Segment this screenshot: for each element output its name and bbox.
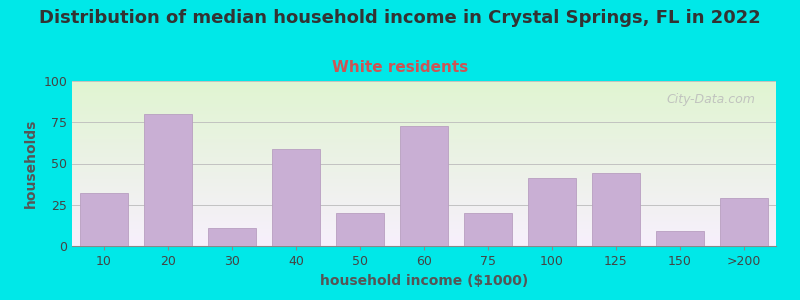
Bar bbox=[656, 231, 704, 246]
Bar bbox=[528, 178, 576, 246]
Bar bbox=[464, 213, 512, 246]
Bar bbox=[592, 173, 640, 246]
Bar bbox=[80, 193, 128, 246]
Bar bbox=[272, 148, 320, 246]
X-axis label: household income ($1000): household income ($1000) bbox=[320, 274, 528, 288]
Bar bbox=[336, 213, 384, 246]
Bar bbox=[208, 228, 256, 246]
Text: White residents: White residents bbox=[332, 60, 468, 75]
Text: City-Data.com: City-Data.com bbox=[666, 92, 755, 106]
Bar bbox=[144, 114, 192, 246]
Text: Distribution of median household income in Crystal Springs, FL in 2022: Distribution of median household income … bbox=[39, 9, 761, 27]
Bar bbox=[400, 125, 448, 246]
Y-axis label: households: households bbox=[24, 119, 38, 208]
Bar bbox=[720, 198, 768, 246]
